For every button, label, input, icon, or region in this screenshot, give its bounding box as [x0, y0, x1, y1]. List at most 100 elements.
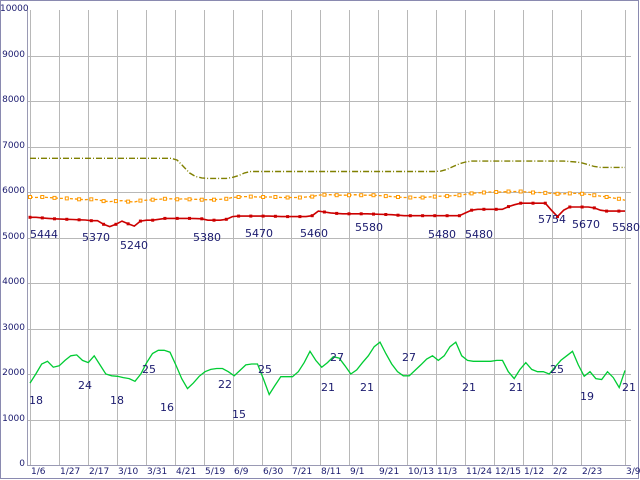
y-tick-label: 2000	[2, 368, 25, 378]
grid-line-horizontal	[27, 283, 631, 284]
series-marker-orange-series	[273, 195, 278, 199]
x-tick-label: 12/15	[495, 467, 521, 477]
y-tick-label: 9000	[2, 49, 25, 60]
x-axis-line	[27, 465, 631, 466]
series-marker-orange-series	[481, 190, 486, 195]
series-marker-red-series	[102, 222, 106, 226]
series-marker-orange-series	[261, 195, 266, 199]
green-series-value-label: 21	[462, 381, 476, 394]
series-marker-orange-series	[469, 191, 474, 196]
series-marker-orange-series	[199, 197, 204, 202]
series-marker-orange-series	[28, 195, 32, 199]
x-tick-label: 11/3	[437, 467, 458, 477]
series-marker-orange-series	[616, 196, 621, 201]
green-series-value-label: 21	[321, 381, 335, 394]
grid-line-vertical	[117, 10, 118, 465]
grid-line-vertical	[552, 10, 553, 465]
series-marker-orange-series	[359, 193, 364, 198]
series-marker-orange-series	[457, 193, 462, 198]
green-series-value-label: 18	[29, 394, 43, 407]
series-marker-orange-series	[383, 194, 388, 199]
grid-line-horizontal	[27, 237, 631, 239]
series-marker-red-series	[138, 219, 142, 223]
series-marker-red-series	[408, 214, 412, 218]
grid-line-vertical	[465, 10, 466, 465]
series-marker-orange-series	[347, 193, 351, 198]
series-marker-red-series	[592, 206, 596, 210]
y-tick-label: 4000	[2, 277, 25, 287]
series-marker-red-series	[200, 217, 204, 221]
series-marker-orange-series	[543, 190, 548, 195]
series-marker-red-series	[286, 215, 290, 219]
x-tick-label: 11/24	[466, 467, 492, 477]
y-axis-line	[27, 10, 28, 466]
series-marker-orange-series	[212, 197, 216, 202]
red-series-value-label: 5480	[465, 228, 493, 241]
series-marker-orange-series	[371, 193, 376, 198]
series-marker-red-series	[457, 214, 461, 218]
series-marker-red-series	[261, 214, 265, 218]
green-series-value-label: 25	[550, 363, 564, 376]
grid-line-horizontal	[27, 374, 631, 375]
series-marker-orange-series	[113, 199, 118, 204]
series-marker-red-series	[335, 211, 339, 215]
grid-line-horizontal	[27, 101, 631, 102]
series-marker-orange-series	[285, 195, 290, 200]
series-marker-orange-series	[187, 197, 192, 202]
red-series-value-label: 5580	[612, 221, 640, 234]
series-marker-orange-series	[297, 195, 302, 200]
series-marker-red-series	[77, 218, 81, 222]
series-marker-orange-series	[555, 191, 560, 196]
series-marker-orange-series	[224, 196, 229, 201]
series-marker-red-series	[298, 215, 302, 219]
grid-line-vertical	[88, 10, 89, 465]
series-marker-orange-series	[310, 194, 315, 199]
green-series-value-label: 27	[330, 351, 344, 364]
series-marker-orange-series	[40, 195, 45, 199]
series-marker-orange-series	[52, 195, 57, 200]
series-marker-orange-series	[445, 194, 450, 199]
green-series-value-label: 22	[218, 378, 232, 391]
red-series-value-label: 5470	[245, 227, 273, 240]
green-series-value-label: 21	[509, 381, 523, 394]
red-series-value-label: 5580	[355, 221, 383, 234]
series-marker-red-series	[237, 214, 241, 218]
series-marker-red-series	[494, 207, 498, 211]
grid-line-vertical	[494, 10, 495, 465]
series-marker-orange-series	[506, 189, 511, 194]
series-marker-orange-series	[322, 192, 327, 197]
series-marker-red-series	[445, 214, 449, 218]
x-tick-label: 2/17	[89, 467, 110, 477]
y-tick-label: 0	[19, 459, 25, 469]
y-tick-label: 8000	[2, 95, 25, 105]
x-tick-label: 3/9	[626, 467, 640, 477]
grid-line-vertical	[436, 10, 437, 465]
grid-line-vertical	[320, 10, 321, 465]
series-marker-orange-series	[77, 197, 82, 202]
grid-line-vertical	[175, 10, 176, 465]
series-marker-red-series	[249, 214, 253, 218]
red-series-value-label: 5480	[428, 228, 456, 241]
grid-line-horizontal	[27, 328, 631, 330]
series-marker-red-series	[519, 201, 523, 205]
series-marker-red-series	[605, 209, 609, 213]
red-series-value-label: 5370	[82, 231, 110, 244]
series-marker-orange-series	[592, 193, 597, 198]
series-marker-red-series	[396, 213, 400, 217]
grid-line-vertical	[378, 10, 379, 465]
x-tick-label: 2/23	[582, 467, 603, 477]
x-tick-label: 1/12	[524, 467, 545, 477]
series-marker-red-series	[359, 212, 363, 216]
grid-line-horizontal	[27, 419, 631, 421]
series-marker-orange-series	[604, 195, 609, 199]
series-marker-orange-series	[126, 199, 131, 204]
green-series-value-label: 16	[160, 401, 174, 414]
series-marker-red-series	[163, 216, 167, 220]
series-line-olive-series	[30, 157, 625, 180]
x-tick-label: 3/10	[118, 467, 139, 477]
series-marker-orange-series	[162, 196, 167, 201]
series-marker-red-series	[89, 219, 93, 223]
grid-line-horizontal	[27, 55, 631, 57]
series-marker-orange-series	[64, 196, 69, 201]
x-tick-label: 3/31	[147, 467, 168, 477]
